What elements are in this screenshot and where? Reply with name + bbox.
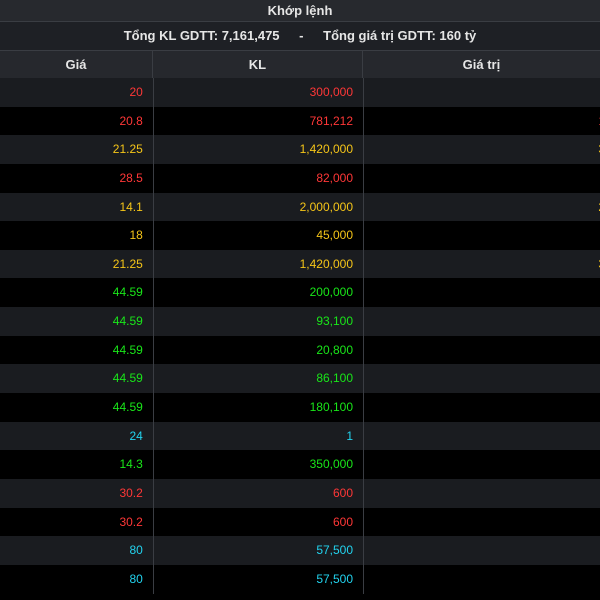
price-cell: 24 (0, 421, 154, 451)
value-cell: 2 (364, 193, 600, 222)
column-header-volume[interactable]: KL (153, 51, 363, 78)
table-row[interactable]: 80 57,500 (0, 564, 600, 594)
volume-cell: 20,800 (154, 335, 365, 365)
total-value-text: Tổng giá trị GDTT: 160 tỷ (323, 28, 477, 43)
table-row[interactable]: 21.251,420,000 3 (0, 135, 600, 164)
volume-cell: 180,100 (154, 393, 365, 422)
value-cell (364, 508, 600, 537)
volume-cell: 57,500 (154, 536, 365, 565)
value-cell (364, 364, 600, 393)
value-cell (364, 565, 600, 594)
panel-title: Khớp lệnh (0, 0, 600, 22)
summary-separator: - (299, 28, 304, 43)
table-row[interactable]: 44.59 93,100 (0, 307, 600, 336)
table-row[interactable]: 14.12,000,000 2 (0, 192, 600, 222)
value-cell: 3 (364, 135, 600, 164)
price-cell: 30.2 (0, 507, 154, 537)
volume-cell: 1,420,000 (154, 135, 365, 164)
table-row[interactable]: 44.59 86,100 (0, 364, 600, 394)
volume-cell: 350,000 (154, 450, 365, 479)
price-cell: 44.59 (0, 364, 154, 394)
table-body: 20300,00020.8781,212121.251,420,000328.5… (0, 78, 600, 594)
value-cell-text: 3 (598, 257, 600, 271)
value-cell (364, 393, 600, 422)
price-cell: 14.3 (0, 450, 154, 479)
price-cell: 20 (0, 78, 154, 107)
table-row[interactable]: 21.251,420,000 3 (0, 249, 600, 279)
volume-cell: 1,420,000 (154, 249, 365, 279)
price-cell: 30.2 (0, 478, 154, 508)
summary-bar: Tổng KL GDTT: 7,161,475 - Tổng giá trị G… (0, 22, 600, 51)
price-cell: 44.59 (0, 307, 154, 336)
volume-cell: 57,500 (154, 564, 365, 594)
value-cell-text: 1 (598, 114, 600, 128)
value-cell (364, 422, 600, 451)
value-cell: 1 (364, 107, 600, 136)
table-row[interactable]: 18 45,000 (0, 221, 600, 250)
price-cell: 18 (0, 221, 154, 250)
value-cell (364, 536, 600, 565)
value-cell (364, 164, 600, 193)
total-volume-text: Tổng KL GDTT: 7,161,475 (123, 28, 280, 43)
volume-cell: 200,000 (154, 278, 365, 308)
value-cell (364, 278, 600, 307)
volume-cell: 45,000 (154, 221, 365, 250)
volume-cell: 86,100 (154, 364, 365, 394)
price-cell: 44.59 (0, 278, 154, 308)
value-cell-text: 3 (598, 142, 600, 156)
column-header-value[interactable]: Giá trị (462, 57, 501, 72)
value-cell (364, 307, 600, 336)
value-cell (364, 78, 600, 107)
value-cell (364, 221, 600, 250)
table-row[interactable]: 30.2 600 (0, 478, 600, 508)
price-cell: 80 (0, 564, 154, 594)
table-row[interactable]: 44.59 20,800 (0, 335, 600, 365)
value-cell (364, 450, 600, 479)
table-row[interactable]: 30.2 600 (0, 507, 600, 537)
price-cell: 21.25 (0, 249, 154, 279)
price-cell: 14.1 (0, 192, 154, 222)
price-cell: 44.59 (0, 335, 154, 365)
volume-cell: 1 (154, 421, 365, 451)
table-header: Giá KL Giá trị (0, 51, 600, 78)
volume-cell: 300,000 (154, 78, 365, 107)
value-cell: 3 (364, 250, 600, 279)
volume-cell: 82,000 (154, 163, 365, 193)
price-cell: 80 (0, 536, 154, 565)
price-cell: 28.5 (0, 163, 154, 193)
price-cell: 44.59 (0, 393, 154, 422)
volume-cell: 600 (154, 478, 365, 508)
price-cell: 20.8 (0, 106, 154, 136)
column-header-price[interactable]: Giá (0, 51, 154, 78)
table-row[interactable]: 24 1 (0, 421, 600, 451)
price-cell: 21.25 (0, 135, 154, 164)
table-row[interactable]: 28.5 82,000 (0, 163, 600, 193)
volume-cell: 2,000,000 (154, 192, 365, 222)
table-row[interactable]: 44.59 180,100 (0, 393, 600, 422)
table-row[interactable]: 20 300,000 (0, 78, 600, 107)
volume-cell: 93,100 (154, 307, 365, 336)
volume-cell: 781,212 (154, 106, 365, 136)
volume-cell: 600 (154, 507, 365, 537)
value-cell (364, 336, 600, 365)
table-row[interactable]: 44.59 200,000 (0, 278, 600, 308)
table-row[interactable]: 14.3 350,000 (0, 450, 600, 479)
value-cell (364, 479, 600, 508)
value-cell-text: 2 (598, 200, 600, 214)
table-row[interactable]: 80 57,500 (0, 536, 600, 565)
